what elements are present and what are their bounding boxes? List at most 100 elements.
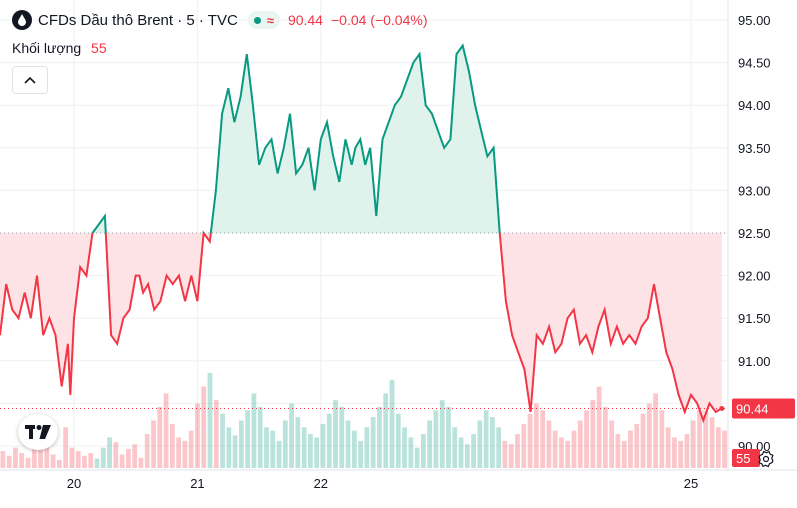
price-badge [732,398,795,419]
volume-bar [615,434,621,468]
last-price: 90.44 [287,12,323,28]
legend-row: CFDs Dầu thô Brent · 5 · TVC ≈ 90.44 −0.… [12,10,428,30]
volume-bar [94,458,100,468]
volume-bar [31,440,37,468]
volume-badge [732,449,760,467]
oil-drop-icon[interactable] [12,10,32,30]
volume-bar [533,403,539,468]
volume-bar [213,400,219,468]
volume-bar [665,427,671,468]
volume-bar [126,449,131,468]
y-tick-label: 91.50 [738,311,771,326]
volume-bar [345,420,351,468]
volume-bar [264,427,269,468]
x-tick-label: 21 [190,476,204,491]
volume-bar [408,437,414,468]
volume-bar [163,393,169,468]
volume-bar [38,449,43,468]
price-line [0,43,725,424]
volume-bar [245,410,251,468]
volume-bar [63,427,69,468]
volume-bar [132,444,138,468]
volume-bar [44,444,50,468]
volume-bar [433,410,439,468]
tradingview-logo[interactable] [18,414,58,450]
volume-bar [590,400,596,468]
volume-bar [439,400,445,468]
volume-bar [182,440,188,468]
volume-bar [308,434,313,468]
price-line-down [0,233,723,424]
volume-bar [395,413,401,468]
volume-bar [195,403,200,468]
volume-bar [226,427,232,468]
volume-bar [56,459,62,468]
volume-value: 55 [91,40,107,56]
volume-bar [113,442,119,468]
volume-bar [282,420,288,468]
y-tick-label: 94.50 [738,56,771,71]
volume-bar [238,420,244,468]
volume-bar [715,427,721,468]
volume-bar [546,420,552,468]
volume-bar [540,410,545,468]
volume-bar [402,427,407,468]
volume-bar [370,417,376,468]
volume-bar [521,423,527,468]
volume-bar [446,406,451,468]
x-tick-label: 20 [67,476,81,491]
volume-bar [634,423,640,468]
volume-bar [552,430,558,468]
y-tick-label: 94.00 [738,98,771,113]
volume-bar [515,434,520,468]
volume-bar [257,406,263,468]
volume-bar [490,417,495,468]
collapse-legend-button[interactable] [12,66,48,94]
market-status-badge[interactable]: ≈ [247,11,280,29]
volume-bar [659,410,665,468]
volume-bar [220,413,225,468]
volume-bar [609,420,615,468]
price-change: −0.04 (−0.04%) [330,12,428,28]
volume-bar [646,403,652,468]
volume-bar [176,437,181,468]
volume-bar [565,440,571,468]
volume-bar [471,434,476,468]
volume-bar [414,447,420,468]
volume-bar [144,434,150,468]
volume-bar [88,453,94,468]
volume-bar [703,406,709,468]
symbol-title[interactable]: CFDs Dầu thô Brent · 5 · TVC [38,11,238,29]
chart-settings-button[interactable] [756,449,776,469]
volume-bar [100,447,106,468]
volume-bar [496,427,502,468]
volume-bar [207,373,213,468]
gear-icon [758,450,774,468]
volume-bar [333,400,338,468]
volume-bar [697,410,702,468]
volume-bar [358,440,363,468]
volume-bar [640,413,646,468]
volume-bar [75,451,81,468]
last-point-marker [719,406,725,412]
price-axis: 95.00 94.50 94.00 93.50 93.00 92.50 92.00 91.50… [738,13,771,454]
market-open-dot-icon [253,16,261,24]
volume-bar [301,427,307,468]
volume-bar [464,444,470,468]
volume-bar [326,413,332,468]
approx-icon: ≈ [266,12,274,28]
volume-bar [502,440,508,468]
volume-legend[interactable]: Khối lượng 55 [12,40,107,56]
volume-bar [364,427,370,468]
volume-bar [508,444,514,468]
axis-badges: 90.44 55 [732,398,795,467]
volume-bar [584,410,589,468]
volume-bar [19,453,25,468]
volume-bar [119,454,125,468]
volume-bar [314,437,320,468]
volume-bar [276,440,282,468]
volume-bar [559,437,564,468]
volume-bar [295,417,301,468]
